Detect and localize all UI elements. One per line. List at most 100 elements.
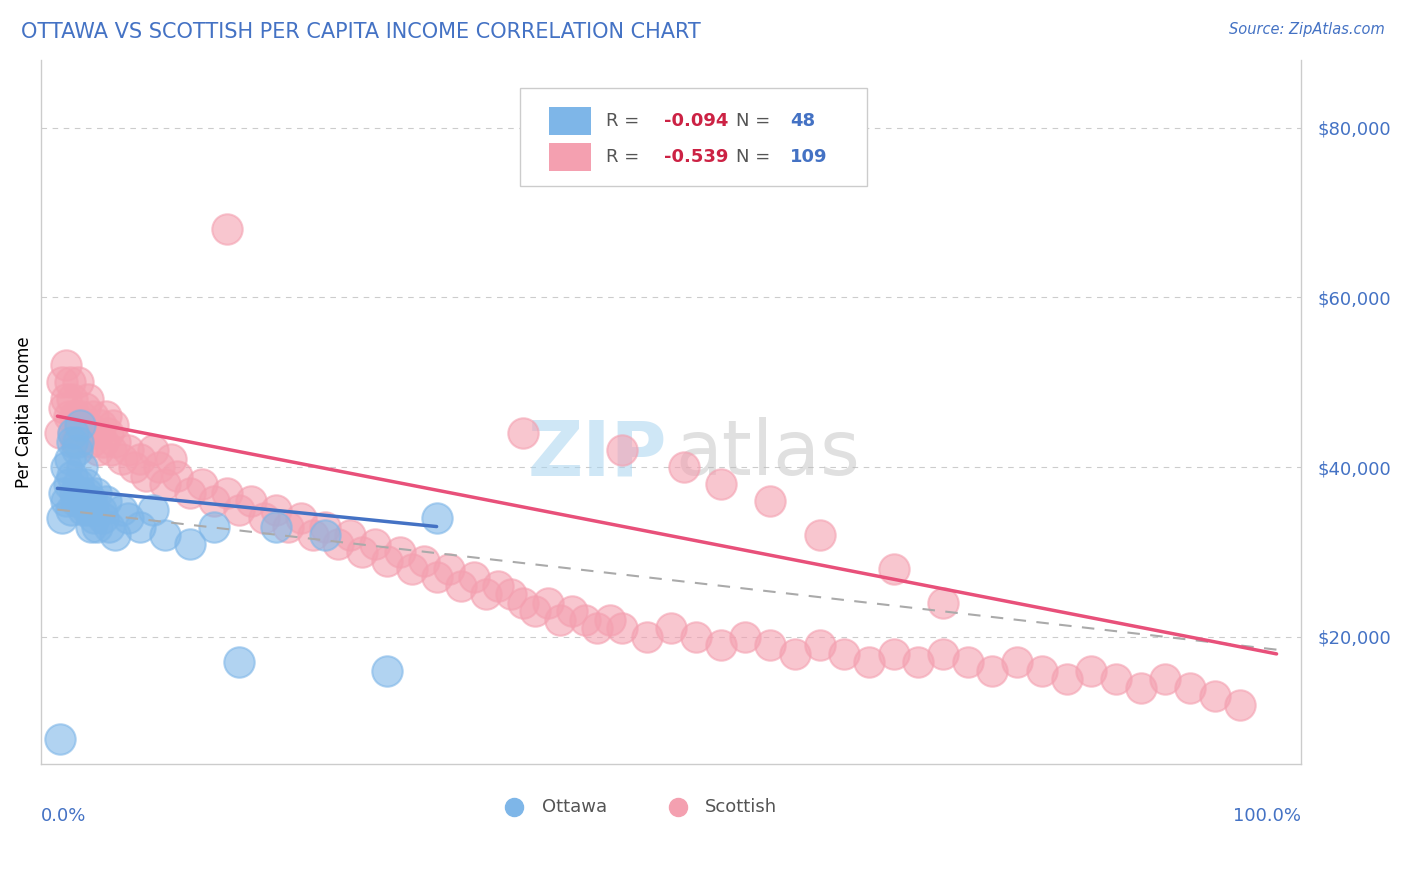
Point xyxy=(55,358,77,372)
Point xyxy=(475,587,498,601)
Point xyxy=(67,417,90,432)
Point xyxy=(215,222,238,236)
Point xyxy=(932,647,955,661)
Text: N =: N = xyxy=(735,112,776,129)
Text: -0.094: -0.094 xyxy=(664,112,728,129)
FancyBboxPatch shape xyxy=(550,144,591,171)
Point xyxy=(98,519,121,533)
Point xyxy=(586,622,609,636)
Point xyxy=(253,511,276,525)
Point xyxy=(58,477,80,491)
Point xyxy=(79,494,101,508)
Text: ZIP: ZIP xyxy=(529,417,668,491)
Point xyxy=(73,494,96,508)
Point xyxy=(1204,690,1226,704)
Point xyxy=(141,443,163,458)
Point xyxy=(339,528,361,542)
Point xyxy=(314,519,336,533)
Point xyxy=(710,639,733,653)
Point xyxy=(734,630,756,644)
Point xyxy=(83,511,105,525)
Point xyxy=(97,426,120,441)
Point xyxy=(135,468,157,483)
Point xyxy=(561,604,583,618)
Point xyxy=(77,392,100,407)
Point xyxy=(659,622,682,636)
Point xyxy=(1129,681,1152,695)
Point xyxy=(58,409,80,424)
Point xyxy=(111,502,134,516)
Point xyxy=(86,519,108,533)
Point xyxy=(932,596,955,610)
Point xyxy=(636,630,658,644)
Point xyxy=(599,613,621,627)
Point xyxy=(981,664,1004,678)
Point xyxy=(413,553,436,567)
Text: R =: R = xyxy=(606,112,645,129)
Point xyxy=(67,434,90,449)
Point xyxy=(202,519,225,533)
Point xyxy=(80,494,103,508)
Point xyxy=(76,417,98,432)
Point xyxy=(80,519,103,533)
Point xyxy=(512,596,534,610)
Point xyxy=(73,401,96,415)
Point xyxy=(70,460,93,475)
Point xyxy=(1178,681,1201,695)
Point xyxy=(122,460,145,475)
Point xyxy=(117,443,139,458)
Point xyxy=(100,443,122,458)
Point xyxy=(60,392,83,407)
Point xyxy=(883,647,905,661)
Point xyxy=(101,417,124,432)
Text: 48: 48 xyxy=(790,112,815,129)
Point xyxy=(82,409,104,424)
Point xyxy=(524,604,547,618)
Point xyxy=(82,502,104,516)
Point xyxy=(437,562,460,576)
Point xyxy=(808,639,831,653)
Point xyxy=(326,536,349,550)
Point xyxy=(1229,698,1251,712)
Point xyxy=(70,485,93,500)
Point xyxy=(191,477,214,491)
Point xyxy=(91,434,114,449)
Point xyxy=(91,511,114,525)
Point xyxy=(759,639,782,653)
Point xyxy=(956,656,979,670)
Point xyxy=(685,630,707,644)
Point xyxy=(463,570,485,584)
Point xyxy=(832,647,855,661)
Point xyxy=(76,485,98,500)
Point xyxy=(59,451,82,466)
Point xyxy=(67,477,90,491)
Point xyxy=(240,494,263,508)
Point xyxy=(55,494,77,508)
Point xyxy=(352,545,374,559)
Point xyxy=(72,426,94,441)
Point xyxy=(574,613,596,627)
Text: Ottawa: Ottawa xyxy=(541,797,606,815)
Point xyxy=(90,502,112,516)
Point xyxy=(55,460,77,475)
Point xyxy=(62,426,84,441)
Point xyxy=(104,528,127,542)
Point xyxy=(277,519,299,533)
Point xyxy=(610,443,633,458)
Point xyxy=(548,613,571,627)
Point xyxy=(62,426,84,441)
Point xyxy=(314,528,336,542)
Point xyxy=(907,656,929,670)
Point xyxy=(759,494,782,508)
Point xyxy=(70,409,93,424)
Point xyxy=(160,451,183,466)
Point xyxy=(1031,664,1053,678)
Point xyxy=(111,451,134,466)
Point xyxy=(51,511,73,525)
Point xyxy=(59,502,82,516)
Point xyxy=(67,375,90,389)
Point xyxy=(537,596,560,610)
Point xyxy=(49,426,72,441)
Point xyxy=(486,579,509,593)
Text: OTTAWA VS SCOTTISH PER CAPITA INCOME CORRELATION CHART: OTTAWA VS SCOTTISH PER CAPITA INCOME COR… xyxy=(21,22,700,42)
